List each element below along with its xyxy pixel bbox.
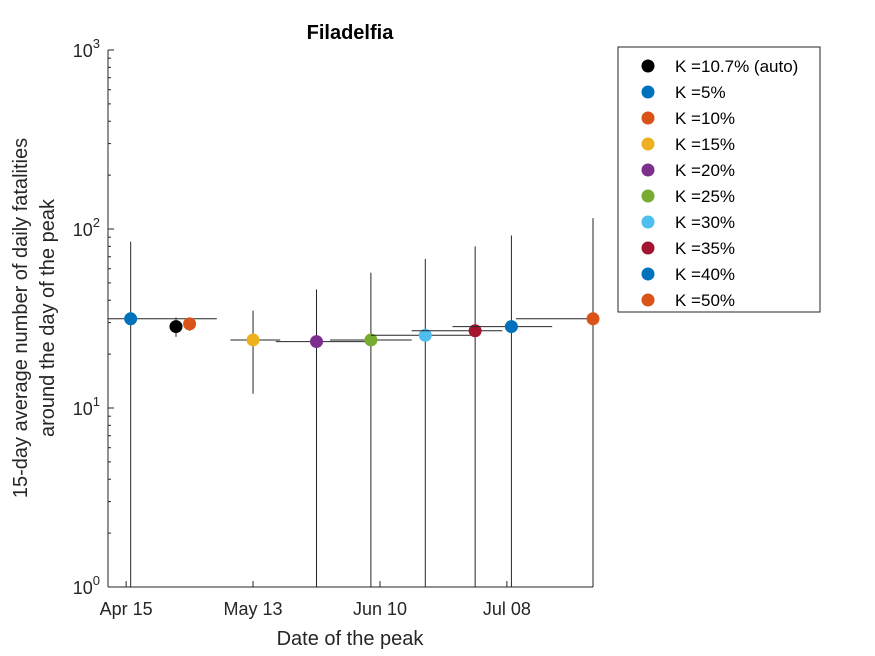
legend-entry-label: K =25%: [675, 187, 735, 206]
data-point: [183, 317, 197, 331]
legend-entry-label: K =5%: [675, 83, 726, 102]
legend-entry-label: K =10.7% (auto): [675, 57, 798, 76]
legend-entry-label: K =50%: [675, 291, 735, 310]
x-axis-label: Date of the peak: [277, 628, 425, 650]
legend-marker: [641, 293, 655, 307]
y-tick-label-base: 10: [73, 41, 93, 61]
legend-marker: [641, 59, 655, 73]
legend-marker: [641, 163, 655, 177]
data-point: [364, 333, 378, 347]
x-tick-label: Jul 08: [483, 599, 531, 619]
data-point-group: [275, 289, 371, 587]
plot-area: [108, 218, 600, 587]
y-tick-label-exponent: 2: [93, 215, 100, 230]
data-point: [586, 312, 600, 326]
x-tick-label: May 13: [224, 599, 283, 619]
y-tick-label-exponent: 0: [93, 573, 100, 588]
y-tick-label-base: 10: [73, 220, 93, 240]
data-point-group: [515, 218, 600, 587]
x-tick-label: Jun 10: [353, 599, 407, 619]
data-point-group: [183, 317, 197, 331]
legend-marker: [641, 85, 655, 99]
data-point-group: [169, 317, 183, 337]
legend-entry-label: K =30%: [675, 213, 735, 232]
data-point: [504, 320, 518, 334]
y-axis-label-line-2: around the day of the peak: [37, 198, 59, 437]
y-axis-label-line-1: 15-day average number of daily fatalitie…: [10, 138, 32, 498]
y-tick-label-base: 10: [73, 399, 93, 419]
legend-marker: [641, 215, 655, 229]
chart-title: Filadelfia: [307, 22, 395, 44]
legend-entry-label: K =40%: [675, 265, 735, 284]
legend: K =10.7% (auto) K =5% K =10% K =15% K =20% K …: [617, 46, 821, 313]
y-tick-label: 103: [73, 36, 100, 61]
axes: [107, 50, 593, 588]
data-point-group: [108, 241, 217, 587]
legend-entry-label: K =35%: [675, 239, 735, 258]
data-point-group: [330, 272, 412, 587]
data-point: [124, 312, 138, 326]
data-point: [418, 328, 432, 342]
legend-marker: [641, 189, 655, 203]
data-point-group: [370, 258, 476, 587]
y-tick-label-base: 10: [73, 578, 93, 598]
y-tick-label-exponent: 1: [93, 394, 100, 409]
y-axis-label: 15-day average number of daily fatalitie…: [10, 138, 59, 498]
data-point-group: [452, 235, 553, 587]
y-tick-label: 100: [73, 573, 100, 598]
y-tick-label: 101: [73, 394, 100, 419]
data-point-group: [411, 246, 503, 587]
legend-entry-label: K =20%: [675, 161, 735, 180]
legend-entry-label: K =15%: [675, 135, 735, 154]
y-tick-label-exponent: 3: [93, 36, 100, 51]
data-point: [246, 333, 260, 347]
legend-entry-label: K =10%: [675, 109, 735, 128]
data-point: [169, 320, 183, 334]
legend-marker: [641, 137, 655, 151]
x-tick-label: Apr 15: [100, 599, 153, 619]
y-tick-label: 102: [73, 215, 100, 240]
legend-marker: [641, 241, 655, 255]
legend-marker: [641, 267, 655, 281]
legend-marker: [641, 111, 655, 125]
x-ticks: Apr 15 May 13 Jun 10 Jul 08: [100, 581, 531, 619]
data-point: [310, 335, 324, 349]
data-point: [468, 324, 482, 338]
data-point-group: [230, 310, 281, 394]
